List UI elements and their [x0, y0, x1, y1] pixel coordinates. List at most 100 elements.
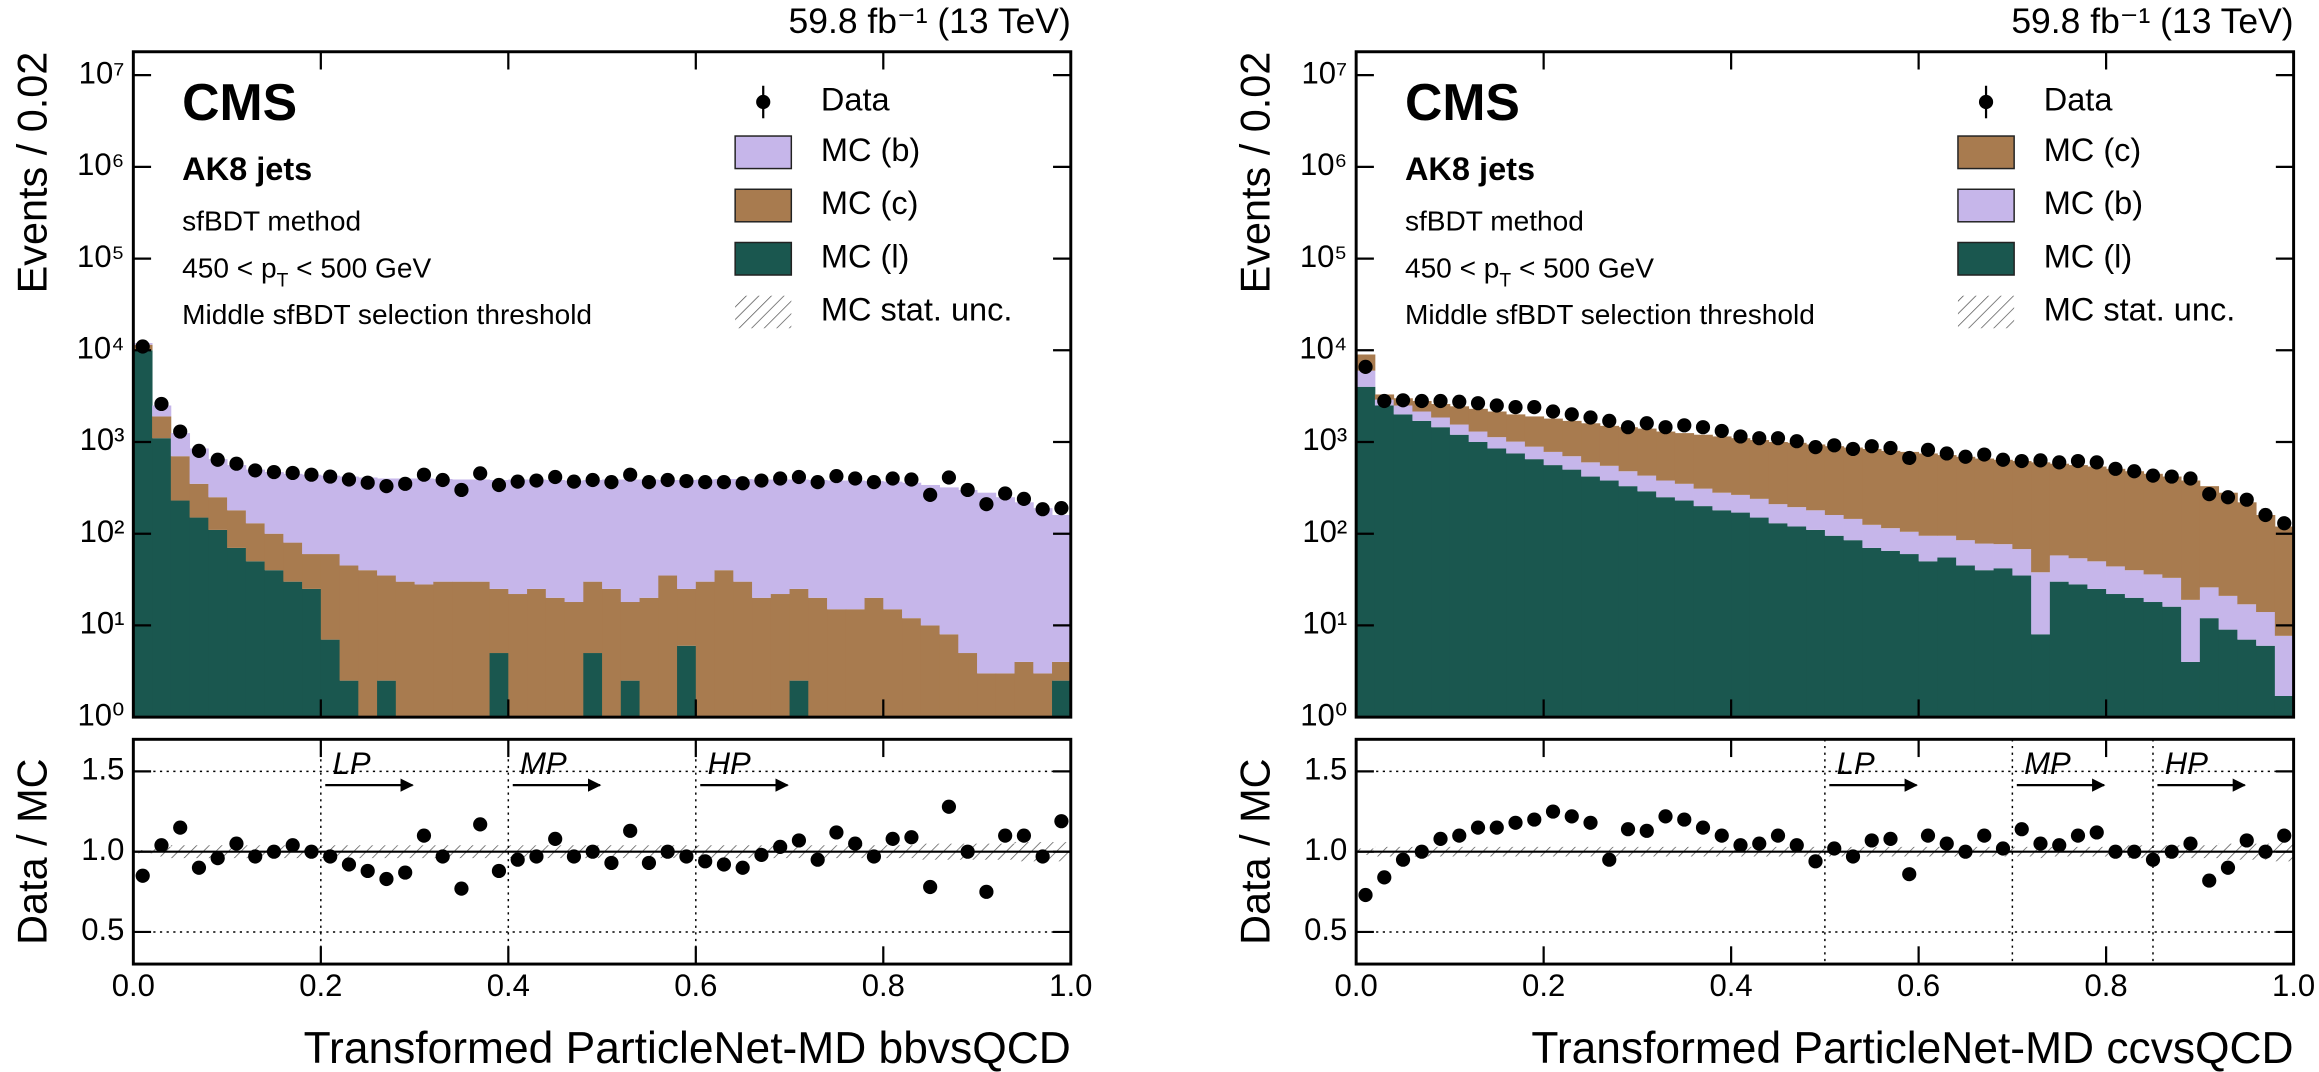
ratio-point — [960, 844, 975, 859]
data-point — [266, 464, 282, 480]
legend-label: MC (b) — [821, 132, 920, 168]
hist-bar — [189, 517, 209, 718]
hist-bar — [770, 594, 790, 718]
data-point — [2202, 487, 2217, 502]
y-tick-label: 10¹ — [1302, 606, 1347, 641]
data-point — [735, 476, 750, 491]
ratio-point — [2127, 844, 2142, 859]
hist-bar — [1449, 434, 1470, 718]
y-axis-title: Events / 0.02 — [10, 52, 56, 294]
ratio-point — [791, 833, 807, 848]
data-point — [716, 475, 732, 490]
hist-bar — [152, 438, 172, 718]
hist-bar — [1543, 451, 1563, 466]
hist-bar — [1918, 535, 1938, 562]
data-point — [1714, 423, 1729, 439]
data-point — [1433, 393, 1448, 409]
data-point — [791, 469, 807, 485]
hist-bar — [2256, 514, 2276, 613]
data-point — [1902, 450, 1917, 466]
data-point — [2164, 469, 2179, 484]
data-point — [1545, 404, 1561, 419]
y-tick-label: 10² — [1302, 514, 1347, 549]
hist-bar — [1581, 423, 1601, 463]
x-tick-label: 0.4 — [1710, 968, 1753, 1003]
data-point — [360, 475, 375, 490]
ratio-point — [1527, 812, 1542, 827]
data-point — [1583, 410, 1598, 425]
data-point — [848, 471, 863, 486]
y-tick-label: 10⁵ — [1300, 239, 1347, 274]
hist-bar — [2256, 612, 2276, 646]
data-point — [398, 476, 413, 491]
data-point — [2033, 453, 2048, 468]
hist-bar — [2087, 466, 2107, 562]
ratio-point — [698, 854, 713, 869]
hist-bar — [808, 480, 828, 598]
hist-bar — [2068, 584, 2088, 718]
hist-bar — [639, 479, 659, 598]
hist-bar — [1956, 565, 1976, 718]
ratio-point — [473, 817, 488, 832]
data-point — [529, 473, 544, 488]
hist-bar — [2199, 486, 2220, 588]
hist-bar — [283, 542, 303, 582]
hist-bar — [1806, 510, 1826, 530]
legend-label: Data — [821, 82, 891, 118]
hist-bar — [714, 478, 734, 571]
data-point — [1883, 440, 1898, 456]
x-tick-label: 1.0 — [2272, 968, 2315, 1003]
hist-bar — [1599, 465, 1620, 481]
x-tick-label: 0.8 — [862, 968, 905, 1003]
pt-range-label: 450 < pT < 500 GeV — [1405, 253, 1654, 291]
data-point — [1789, 434, 1804, 449]
data-point — [2183, 471, 2198, 486]
ratio-point — [1864, 833, 1879, 848]
hist-bar — [1468, 431, 1488, 443]
data-point — [210, 452, 225, 467]
hist-bar — [995, 673, 1015, 718]
hist-bar — [1806, 444, 1826, 511]
ratio-point — [2202, 873, 2217, 888]
ratio-point — [1054, 814, 1069, 829]
data-point — [2145, 468, 2161, 483]
ratio-point — [2070, 828, 2086, 843]
ratio-point — [1789, 838, 1804, 853]
data-point — [998, 486, 1013, 501]
ratio-point — [623, 823, 638, 838]
x-tick-label: 0.4 — [487, 968, 530, 1003]
x-tick-label: 1.0 — [1049, 968, 1092, 1003]
data-point — [304, 467, 319, 482]
hist-bar — [902, 482, 922, 619]
data-point — [1452, 394, 1467, 409]
hist-bar — [1487, 411, 1507, 438]
hist-bar — [1731, 494, 1751, 513]
hist-bar — [1637, 428, 1657, 476]
y-tick-label: 1.0 — [1304, 832, 1347, 867]
legend-label: Data — [2044, 82, 2114, 118]
hist-bar — [2031, 572, 2051, 635]
ratio-point — [398, 865, 413, 880]
hist-bar — [1749, 498, 1770, 518]
hist-bar — [2031, 634, 2051, 718]
hist-bar — [302, 474, 322, 555]
hist-bar — [2181, 661, 2201, 718]
legend-swatch — [1957, 295, 2015, 329]
data-point — [585, 472, 600, 488]
ratio-point — [1808, 854, 1823, 869]
x-tick-label: 0.0 — [112, 968, 155, 1003]
x-tick-label: 0.6 — [674, 968, 717, 1003]
data-point — [1564, 407, 1579, 422]
ratio-frame — [1354, 737, 2296, 966]
data-point — [416, 467, 432, 482]
ratio-point — [491, 863, 507, 879]
ratio-point — [154, 838, 169, 853]
ratio-point — [1845, 849, 1861, 864]
y-tick-label: 10⁷ — [1302, 55, 1348, 90]
ratio-point — [679, 849, 694, 864]
hist-bar — [527, 588, 547, 718]
hist-bar — [1824, 514, 1845, 536]
hist-bar — [433, 581, 453, 718]
hist-bar — [583, 581, 603, 654]
data-point — [1977, 447, 1992, 462]
